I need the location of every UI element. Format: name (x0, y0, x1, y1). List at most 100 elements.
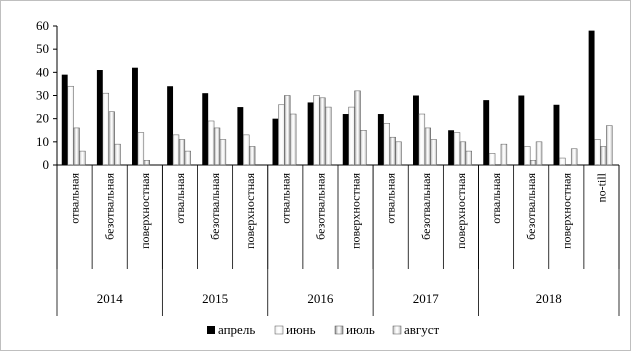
category-label: безотвальная (313, 173, 327, 240)
bar-апрель (307, 102, 314, 165)
bar-июнь (102, 92, 109, 166)
bar-июль (178, 139, 186, 166)
group-label: 2017 (413, 291, 440, 306)
category-label: безотвальная (419, 173, 433, 240)
bar-апрель (202, 93, 209, 165)
bar-июнь (137, 132, 145, 166)
y-tick-label: 40 (36, 64, 49, 79)
bar-апрель (553, 104, 560, 165)
category-label: отвальная (278, 173, 292, 224)
bar-июнь (243, 134, 250, 166)
bar-август (360, 130, 367, 166)
bar-август (325, 106, 332, 166)
bar-июль (424, 127, 431, 166)
bar-август (570, 148, 578, 166)
category-label: поверхностная (349, 173, 363, 249)
legend-label: июль (346, 322, 375, 337)
bar-июнь (207, 120, 215, 166)
y-tick-label: 30 (36, 88, 49, 103)
bar-июнь (313, 95, 320, 166)
group-label: 2016 (307, 291, 334, 306)
bar-июль (284, 95, 291, 166)
category-label: отвальная (384, 173, 398, 224)
y-tick-label: 0 (43, 157, 50, 172)
bar-июль (73, 127, 80, 166)
bar-июнь (418, 113, 426, 166)
bar-август (114, 143, 121, 166)
bar-апрель (588, 30, 595, 165)
category-label: поверхностная (138, 173, 152, 249)
bar-июнь (559, 157, 566, 166)
bar-август (289, 113, 297, 166)
category-label: поверхностная (243, 173, 257, 249)
bar-апрель (413, 95, 419, 165)
bar-июнь (524, 146, 531, 166)
legend-swatch (392, 325, 402, 335)
bar-июнь (67, 85, 74, 166)
bar-июль (213, 127, 221, 166)
bar-август (395, 141, 402, 166)
bar-апрель (167, 86, 174, 165)
bar-апрель (272, 118, 279, 165)
legend-swatch (334, 325, 344, 335)
category-label: отвальная (489, 173, 503, 224)
bar-июнь (383, 123, 390, 166)
chart-legend: апрель июнь июль август (207, 322, 440, 337)
legend-swatch (274, 325, 284, 335)
category-label: поверхностная (454, 173, 468, 249)
bar-июль (600, 146, 607, 166)
bar-апрель (237, 107, 244, 165)
bar-июнь (488, 153, 496, 166)
bar-апрель (342, 114, 349, 165)
legend-label: июнь (286, 322, 316, 337)
category-label: отвальная (173, 173, 187, 224)
bar-август (535, 141, 543, 166)
bar-апрель (448, 130, 455, 165)
y-tick-label: 50 (36, 41, 49, 56)
bar-июль (459, 141, 467, 166)
bar-апрель (518, 95, 525, 165)
group-label: 2014 (97, 291, 124, 306)
y-tick-label: 60 (36, 18, 49, 33)
category-label: no-till (594, 172, 608, 202)
chart-axes: 0 10 20 30 40 50 60 (36, 18, 620, 316)
bar-июнь (348, 106, 355, 166)
category-label: безотвальная (208, 173, 222, 240)
legend-label: август (404, 322, 440, 337)
chart-svg: 0 10 20 30 40 50 60 отвальная безотвальная повер… (36, 18, 620, 337)
category-label: безотвальная (103, 173, 117, 240)
legend-swatch (207, 326, 215, 334)
bar-июль (529, 160, 537, 166)
bar-август (430, 139, 437, 166)
bar-июль (143, 160, 150, 166)
legend-label: апрель (218, 322, 255, 337)
bar-апрель (96, 70, 103, 165)
bar-апрель (483, 100, 490, 165)
bar-август (184, 150, 191, 166)
bar-июль (354, 90, 361, 166)
category-label: поверхностная (559, 173, 573, 249)
bar-апрель (61, 74, 68, 165)
bar-июль (108, 111, 115, 166)
bar-июнь (278, 104, 285, 166)
bar-июнь (594, 139, 601, 166)
bar-июнь (453, 132, 461, 166)
bar-июль (248, 146, 256, 166)
y-tick-label: 10 (36, 134, 49, 149)
bar-июнь (172, 134, 180, 166)
bar-апрель (377, 114, 384, 165)
chart-labels: отвальная безотвальная поверхностная отваль… (68, 172, 609, 306)
group-label: 2018 (536, 291, 562, 306)
bar-август (79, 150, 86, 166)
bar-август (465, 150, 472, 166)
chart-bars (61, 30, 613, 166)
y-tick-label: 20 (36, 111, 49, 126)
category-label: отвальная (68, 173, 82, 224)
bar-август (500, 143, 508, 166)
category-label: безотвальная (524, 173, 538, 240)
bar-август (606, 125, 613, 166)
bar-июль (319, 97, 326, 166)
group-label: 2015 (202, 291, 228, 306)
bar-апрель (132, 67, 138, 165)
